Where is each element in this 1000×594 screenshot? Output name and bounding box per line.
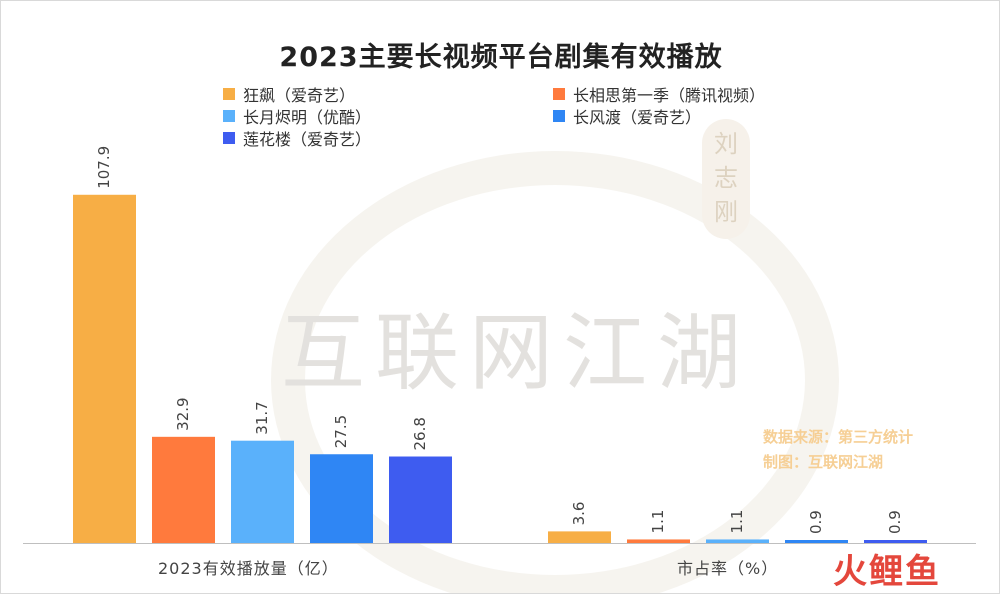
data-label: 0.9 (807, 510, 825, 534)
data-label: 31.7 (253, 401, 271, 434)
data-label: 1.1 (649, 510, 667, 534)
bar (706, 539, 769, 543)
data-label: 3.6 (570, 502, 588, 526)
data-label: 27.5 (332, 415, 350, 448)
bar (864, 540, 927, 543)
data-label: 107.9 (95, 146, 113, 189)
legend-item: 莲花楼（爱奇艺） (223, 127, 371, 149)
legend-label: 狂飙（爱奇艺） (243, 86, 356, 105)
legend-item: 长月烬明（优酷） (223, 105, 371, 127)
credit-note: 制图：互联网江湖 (763, 453, 884, 471)
chart-title: 2023主要长视频平台剧集有效播放 (279, 42, 723, 73)
legend-swatch (223, 88, 235, 100)
watermark-text: 互联网江湖 (281, 304, 752, 402)
legend-label: 长月烬明（优酷） (243, 108, 372, 127)
bar (73, 194, 136, 543)
bar (310, 454, 373, 543)
legend-swatch (223, 132, 235, 144)
bar (231, 440, 294, 543)
bar (627, 539, 690, 543)
legend-item: 长相思第一季（腾讯视频） (553, 83, 765, 105)
seal-text: 刘志刚 (714, 130, 738, 226)
bar (389, 456, 452, 543)
legend-swatch (553, 88, 565, 100)
source-note: 数据来源：第三方统计 (763, 428, 914, 446)
bar (152, 436, 215, 543)
data-label: 26.8 (411, 417, 429, 450)
group-label-share: 市占率（%） (677, 559, 779, 578)
data-label: 0.9 (886, 510, 904, 534)
seal-stamp (702, 119, 750, 239)
legend-swatch (223, 110, 235, 122)
data-label: 1.1 (728, 510, 746, 534)
legend-label: 长风渡（爱奇艺） (573, 108, 702, 127)
bar (548, 531, 611, 543)
legend-item: 长风渡（爱奇艺） (553, 105, 701, 127)
data-label: 32.9 (174, 397, 192, 430)
legend-label: 长相思第一季（腾讯视频） (573, 86, 766, 105)
brand-logo: 火鲤鱼 (833, 552, 941, 592)
legend-swatch (553, 110, 565, 122)
legend-item: 狂飙（爱奇艺） (223, 83, 355, 105)
bar (785, 540, 848, 543)
legend-label: 莲花楼（爱奇艺） (243, 130, 372, 149)
group-label-views: 2023有效播放量（亿） (158, 559, 339, 578)
